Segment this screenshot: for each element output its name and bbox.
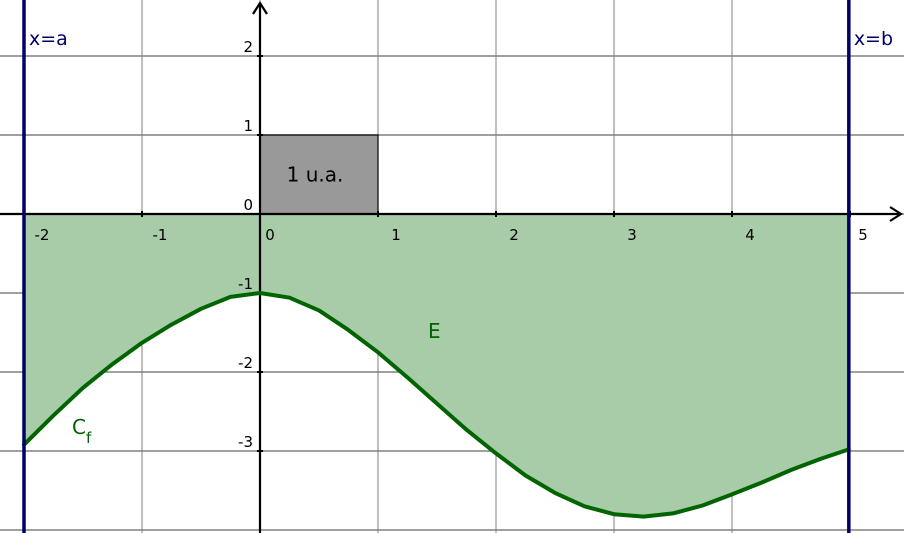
y-axis-arrow bbox=[252, 0, 268, 15]
x-tick-label: -1 bbox=[153, 226, 168, 244]
x-tick-label: 1 bbox=[391, 226, 401, 244]
vertical-lines bbox=[22, 0, 851, 533]
y-tick-label: -3 bbox=[238, 433, 253, 451]
x-tick-label: 2 bbox=[509, 226, 519, 244]
x-tick-label: 0 bbox=[265, 226, 275, 244]
region-e-fill bbox=[24, 214, 849, 517]
curve-label-subscript: f bbox=[86, 429, 92, 447]
label-x-equals-b: x=b bbox=[854, 28, 893, 50]
x-tick-label: 5 bbox=[858, 226, 868, 244]
curve-label-cf: Cf bbox=[72, 415, 92, 447]
region-label-e: E bbox=[428, 319, 441, 343]
label-x-equals-a: x=a bbox=[29, 28, 68, 50]
x-tick-label: 3 bbox=[627, 226, 637, 244]
x-tick-label: -2 bbox=[35, 226, 50, 244]
labels: x=a x=b Cf E 1 u.a. bbox=[29, 28, 893, 447]
fill-layer bbox=[24, 134, 849, 517]
curve-label-main: C bbox=[72, 415, 86, 439]
curve-layer bbox=[22, 291, 851, 519]
unit-square bbox=[259, 134, 379, 215]
y-tick-label: 2 bbox=[243, 38, 253, 56]
x-axis-arrow bbox=[889, 206, 904, 222]
y-tick-label: -2 bbox=[238, 354, 253, 372]
unit-square-label: 1 u.a. bbox=[287, 163, 344, 187]
x-tick-label: 4 bbox=[745, 226, 755, 244]
y-tick-label: 1 bbox=[243, 117, 253, 135]
y-tick-label: -1 bbox=[238, 275, 253, 293]
y-tick-label: 0 bbox=[243, 196, 253, 214]
curve-cf bbox=[22, 291, 851, 519]
